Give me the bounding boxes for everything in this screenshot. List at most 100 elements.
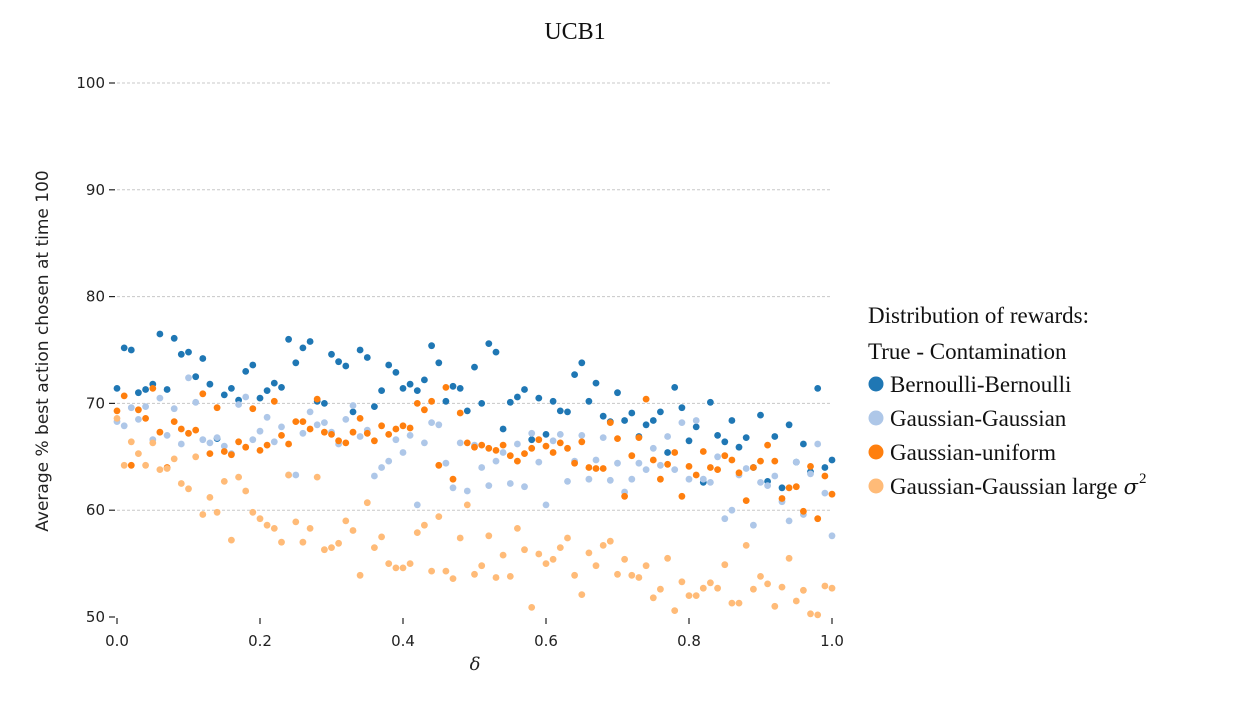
data-point bbox=[499, 425, 507, 433]
data-point bbox=[270, 438, 278, 446]
data-point bbox=[378, 533, 385, 541]
data-point bbox=[285, 335, 292, 343]
data-point bbox=[599, 465, 607, 472]
data-point bbox=[714, 432, 721, 439]
data-point bbox=[421, 376, 428, 384]
data-point bbox=[413, 501, 421, 509]
legend-label: Bernoulli-Bernoulli bbox=[890, 372, 1071, 397]
data-point bbox=[228, 451, 235, 459]
data-point bbox=[421, 406, 428, 414]
data-point bbox=[192, 373, 200, 381]
data-point bbox=[649, 417, 657, 424]
data-point bbox=[556, 407, 564, 415]
data-point bbox=[149, 439, 157, 447]
series-3 bbox=[113, 415, 836, 619]
data-point bbox=[592, 562, 600, 570]
data-point bbox=[564, 444, 571, 452]
data-point bbox=[757, 573, 764, 580]
data-point bbox=[228, 385, 235, 392]
legend: Distribution of rewards: True - Contamin… bbox=[868, 303, 1146, 499]
data-point bbox=[492, 457, 500, 465]
data-point bbox=[606, 476, 614, 484]
data-point bbox=[335, 539, 342, 547]
data-point bbox=[185, 485, 192, 493]
data-point bbox=[757, 411, 764, 419]
data-point bbox=[664, 449, 671, 456]
data-point bbox=[535, 458, 543, 466]
data-point bbox=[578, 432, 586, 439]
data-point bbox=[678, 492, 686, 500]
data-point bbox=[220, 391, 228, 399]
data-point bbox=[442, 397, 450, 405]
data-point bbox=[699, 448, 707, 455]
data-point bbox=[220, 448, 228, 455]
data-point bbox=[428, 342, 435, 350]
data-point bbox=[614, 459, 621, 467]
data-point bbox=[728, 599, 736, 607]
data-point bbox=[306, 425, 314, 433]
data-point bbox=[585, 549, 593, 557]
data-point bbox=[142, 403, 150, 410]
data-point bbox=[120, 392, 128, 400]
data-point bbox=[692, 417, 700, 424]
y-tick-label: 60 bbox=[86, 501, 105, 519]
data-point bbox=[270, 525, 278, 532]
data-point bbox=[213, 434, 221, 441]
data-point bbox=[385, 431, 393, 438]
data-point bbox=[764, 482, 771, 489]
data-point bbox=[564, 534, 571, 542]
data-point bbox=[721, 438, 729, 446]
data-point bbox=[170, 455, 178, 463]
data-point bbox=[828, 532, 836, 540]
data-point bbox=[678, 578, 686, 586]
data-point bbox=[342, 362, 350, 370]
data-point bbox=[456, 534, 464, 542]
data-point bbox=[292, 471, 300, 479]
data-point bbox=[142, 415, 150, 422]
legend-title-line-1: Distribution of rewards: bbox=[868, 303, 1089, 328]
data-point bbox=[371, 472, 378, 480]
data-point bbox=[499, 551, 507, 559]
data-point bbox=[256, 447, 264, 454]
data-point bbox=[671, 466, 679, 473]
data-point bbox=[135, 406, 142, 414]
data-point bbox=[399, 564, 407, 572]
data-point bbox=[792, 483, 800, 491]
data-point bbox=[306, 408, 314, 416]
data-point bbox=[792, 597, 800, 605]
data-point bbox=[199, 390, 207, 398]
data-point bbox=[807, 470, 814, 478]
data-point bbox=[456, 385, 464, 392]
data-point bbox=[571, 371, 578, 378]
data-point bbox=[664, 554, 671, 562]
data-point bbox=[728, 506, 736, 514]
x-tick-label: 0.0 bbox=[105, 632, 129, 650]
data-point bbox=[549, 449, 557, 456]
y-tick-label: 80 bbox=[86, 288, 105, 306]
y-tick-label: 70 bbox=[86, 394, 105, 412]
data-point bbox=[528, 436, 536, 444]
data-point bbox=[478, 400, 486, 407]
data-point bbox=[385, 560, 393, 567]
data-point bbox=[778, 484, 786, 492]
data-point bbox=[235, 473, 243, 481]
data-point bbox=[471, 570, 478, 578]
data-point bbox=[685, 437, 693, 445]
data-point bbox=[585, 475, 593, 483]
data-point bbox=[342, 416, 350, 423]
data-point bbox=[113, 407, 121, 415]
data-point bbox=[206, 450, 214, 457]
data-point bbox=[156, 394, 164, 402]
data-point bbox=[192, 453, 200, 461]
data-point bbox=[642, 466, 650, 473]
legend-label: Gaussian-Gaussian large bbox=[890, 474, 1118, 499]
data-point bbox=[664, 460, 671, 468]
legend-marker bbox=[868, 410, 884, 426]
data-point bbox=[428, 397, 435, 405]
data-point bbox=[714, 466, 721, 473]
data-point bbox=[821, 489, 829, 497]
data-point bbox=[514, 393, 521, 401]
legend-title-line-2: True - Contamination bbox=[868, 339, 1067, 364]
data-point bbox=[542, 560, 550, 567]
data-point bbox=[163, 432, 171, 439]
